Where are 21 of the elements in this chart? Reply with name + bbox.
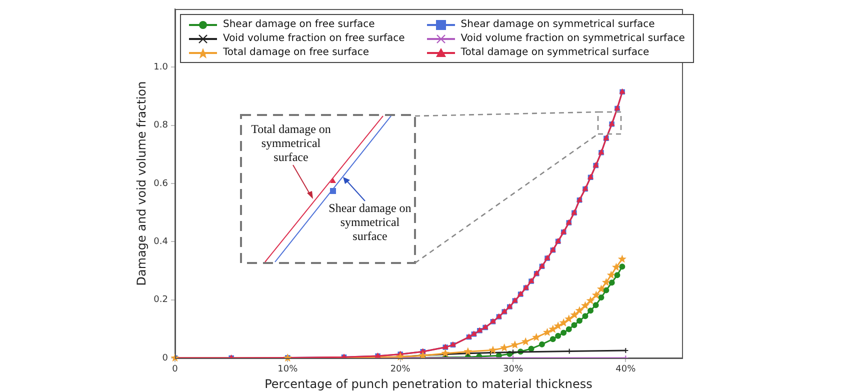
legend-label: Void volume fraction on free surface (223, 32, 405, 45)
x-tick-label: 30% (502, 364, 524, 375)
x-axis-title: Percentage of punch penetration to material thickness (264, 376, 592, 391)
annotation: Shear damage on symmetrical surface (328, 201, 412, 243)
x-tick-label: 0 (172, 364, 178, 375)
y-tick-label: 1.0 (154, 62, 168, 73)
y-axis-title: Damage and void volume fraction (134, 81, 148, 286)
x-tick-label: 40% (616, 364, 636, 375)
legend-label: Shear damage on symmetrical surface (460, 18, 655, 31)
y-tick-label: 0.4 (154, 237, 168, 248)
y-tick-label: 0.8 (154, 120, 168, 131)
x-tick-label: 10% (278, 364, 298, 375)
legend-label: Shear damage on free surface (223, 18, 375, 31)
legend-label: Total damage on free surface (223, 46, 370, 59)
y-tick-label: 0.6 (154, 178, 168, 189)
y-tick-label: 0 (162, 353, 168, 364)
annotation: Total damage on symmetrical surface (250, 122, 332, 164)
legend-label: Void volume fraction on symmetrical surface (460, 32, 685, 45)
legend-label: Total damage on symmetrical surface (460, 46, 650, 59)
y-tick-label: 0.2 (154, 295, 168, 306)
x-tick-label: 20% (390, 364, 411, 375)
